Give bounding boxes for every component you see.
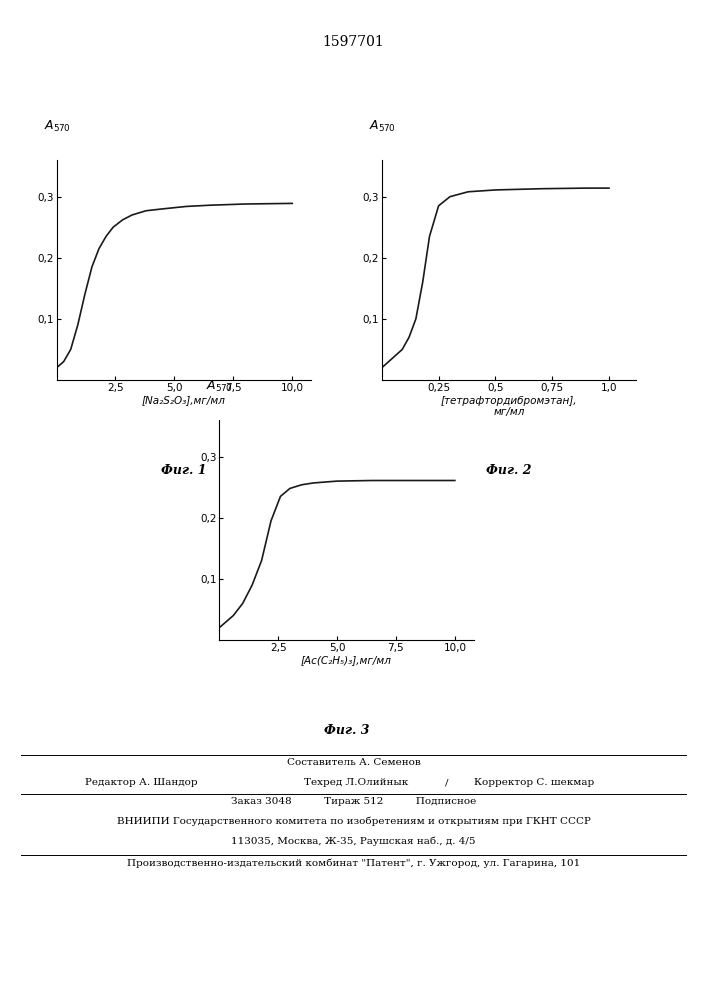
Text: Фиг. 2: Фиг. 2 (486, 464, 532, 477)
Text: Заказ 3048          Тираж 512          Подписное: Заказ 3048 Тираж 512 Подписное (231, 797, 476, 806)
Text: $A_{570}$: $A_{570}$ (206, 378, 233, 394)
X-axis label: [Na₂S₂O₃],мг/мл: [Na₂S₂O₃],мг/мл (142, 396, 226, 406)
Text: Фиг. 3: Фиг. 3 (324, 724, 369, 737)
Text: ВНИИПИ Государственного комитета по изобретениям и открытиям при ГКНТ СССР: ВНИИПИ Государственного комитета по изоб… (117, 817, 590, 826)
Text: 1597701: 1597701 (322, 35, 385, 49)
Text: $A_{570}$: $A_{570}$ (369, 118, 396, 134)
X-axis label: [Аc(C₂H₅)₃],мг/мл: [Аc(C₂H₅)₃],мг/мл (301, 656, 392, 666)
Text: Техред Л.Олийнык: Техред Л.Олийнык (304, 778, 408, 787)
Text: 113035, Москва, Ж-35, Раушская наб., д. 4/5: 113035, Москва, Ж-35, Раушская наб., д. … (231, 837, 476, 846)
Text: /: / (445, 778, 449, 787)
Text: Составитель А. Семенов: Составитель А. Семенов (286, 758, 421, 767)
Text: Корректор С. шекмар: Корректор С. шекмар (474, 778, 594, 787)
Text: Производственно-издательский комбинат "Патент", г. Ужгород, ул. Гагарина, 101: Производственно-издательский комбинат "П… (127, 858, 580, 867)
Text: $A_{570}$: $A_{570}$ (44, 118, 71, 134)
X-axis label: [тетрафтордибромэтан],
мг/мл: [тетрафтордибромэтан], мг/мл (440, 396, 578, 417)
Text: Фиг. 1: Фиг. 1 (161, 464, 206, 477)
Text: Редактор А. Шандор: Редактор А. Шандор (85, 778, 197, 787)
